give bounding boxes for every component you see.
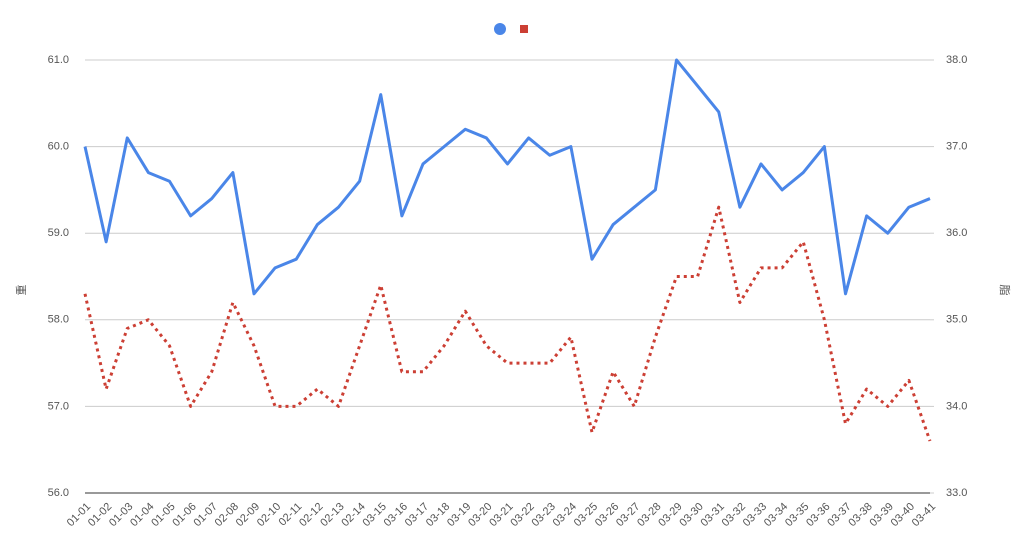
- y-tick-label: 57.0: [48, 400, 69, 412]
- legend-marker: [520, 25, 528, 33]
- y2-tick-label: 33.0: [946, 487, 967, 499]
- y-tick-label: 59.0: [48, 227, 69, 239]
- series-line: [83, 205, 932, 442]
- y2-tick-label: 35.0: [946, 314, 967, 326]
- x-tick-label: 02-10: [255, 501, 283, 529]
- y-tick-label: 56.0: [48, 487, 69, 499]
- x-tick-label: 03-41: [910, 501, 938, 529]
- y2-axis-label: 脂: [998, 285, 1012, 296]
- series-line: [83, 58, 931, 296]
- y2-tick-label: 34.0: [946, 400, 967, 412]
- y2-tick-label: 38.0: [946, 54, 967, 66]
- y-tick-label: 60.0: [48, 141, 69, 153]
- y-tick-label: 58.0: [48, 314, 69, 326]
- legend-marker: [494, 23, 506, 35]
- y2-tick-label: 36.0: [946, 227, 967, 239]
- y-tick-label: 61.0: [48, 54, 69, 66]
- y2-tick-label: 37.0: [946, 141, 967, 153]
- y-axis-label: 重: [14, 285, 28, 296]
